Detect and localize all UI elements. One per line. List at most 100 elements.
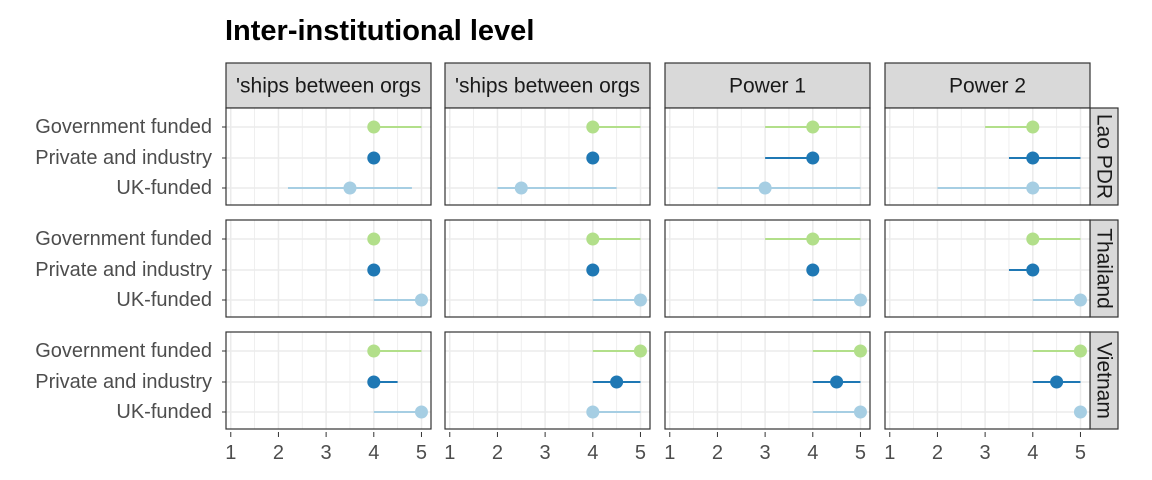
column-strip: Power 2 xyxy=(884,62,1091,109)
panel-border xyxy=(664,331,871,430)
x-tick-label: 2 xyxy=(712,442,723,464)
data-point xyxy=(367,232,381,246)
panel-border xyxy=(444,107,651,206)
category-label: UK-funded xyxy=(116,177,212,199)
x-tick-label: 3 xyxy=(321,442,332,464)
panel xyxy=(225,219,432,318)
category-label: Private and industry xyxy=(35,371,212,393)
data-point xyxy=(1073,405,1087,419)
data-point xyxy=(853,344,867,358)
data-point xyxy=(1073,344,1087,358)
x-tick-label: 2 xyxy=(273,442,284,464)
x-tick-label: 1 xyxy=(225,442,236,464)
data-point xyxy=(586,263,600,277)
column-strip: 'ships between orgs xyxy=(225,62,432,109)
data-point xyxy=(586,151,600,165)
category-label: Private and industry xyxy=(35,259,212,281)
data-point xyxy=(586,232,600,246)
row-strip-label: Vietnam xyxy=(1093,342,1116,419)
data-point xyxy=(1073,293,1087,307)
column-strip-bg xyxy=(664,62,871,109)
x-tick-label: 4 xyxy=(1027,442,1038,464)
panel xyxy=(444,331,651,430)
data-point xyxy=(367,344,381,358)
data-point xyxy=(806,232,820,246)
category-label: UK-funded xyxy=(116,401,212,423)
x-tick-label: 1 xyxy=(664,442,675,464)
column-strip-bg xyxy=(225,62,432,109)
chart-title: Inter-institutional level xyxy=(225,15,534,47)
panel-border xyxy=(225,331,432,430)
panel-background xyxy=(885,108,1090,205)
row-strip-label: Thailand xyxy=(1093,228,1116,309)
panel xyxy=(884,219,1091,318)
category-label: Government funded xyxy=(35,116,212,138)
x-tick-label: 2 xyxy=(932,442,943,464)
category-label: Private and industry xyxy=(35,147,212,169)
column-strip-label: 'ships between orgs xyxy=(236,75,421,98)
column-strip-bg xyxy=(444,62,651,109)
data-point xyxy=(586,120,600,134)
row-strip-label: Lao PDR xyxy=(1093,114,1116,199)
panel-border xyxy=(664,107,871,206)
x-tick-label: 5 xyxy=(635,442,646,464)
panel-background xyxy=(665,220,870,317)
data-point xyxy=(1026,181,1040,195)
panel-background xyxy=(445,108,650,205)
panel-background xyxy=(226,220,431,317)
row-strip-bg xyxy=(1089,107,1119,206)
panel xyxy=(884,107,1091,206)
x-tick-label: 4 xyxy=(368,442,379,464)
data-point xyxy=(367,375,381,389)
data-point xyxy=(1026,232,1040,246)
data-point xyxy=(1026,151,1040,165)
data-point xyxy=(806,151,820,165)
panel xyxy=(225,107,432,206)
column-strip-label: 'ships between orgs xyxy=(455,75,640,98)
x-tick-label: 1 xyxy=(444,442,455,464)
panel-border xyxy=(225,107,432,206)
panel-border xyxy=(444,219,651,318)
x-tick-label: 1 xyxy=(884,442,895,464)
panel-border xyxy=(664,219,871,318)
x-tick-label: 3 xyxy=(540,442,551,464)
panel-background xyxy=(885,220,1090,317)
row-strip: Lao PDR xyxy=(1089,107,1119,206)
panel-background xyxy=(226,332,431,429)
panel xyxy=(884,331,1091,430)
data-point xyxy=(367,263,381,277)
x-tick-label: 2 xyxy=(492,442,503,464)
data-point xyxy=(1050,375,1064,389)
panel-border xyxy=(884,107,1091,206)
panel xyxy=(664,331,871,430)
data-point xyxy=(367,120,381,134)
data-point xyxy=(414,405,428,419)
x-tick-label: 5 xyxy=(1075,442,1086,464)
row-strip: Vietnam xyxy=(1089,331,1119,430)
data-point xyxy=(414,293,428,307)
data-point xyxy=(610,375,624,389)
column-strip: 'ships between orgs xyxy=(444,62,651,109)
data-point xyxy=(514,181,528,195)
x-tick-label: 4 xyxy=(587,442,598,464)
data-point xyxy=(1026,263,1040,277)
panel-border xyxy=(884,331,1091,430)
panel-background xyxy=(226,108,431,205)
row-strip-bg xyxy=(1089,331,1119,430)
data-point xyxy=(586,405,600,419)
data-point xyxy=(367,151,381,165)
data-point xyxy=(853,405,867,419)
category-label: Government funded xyxy=(35,228,212,250)
column-strip: Power 1 xyxy=(664,62,871,109)
panel xyxy=(444,219,651,318)
data-point xyxy=(758,181,772,195)
panel xyxy=(664,107,871,206)
panel-border xyxy=(884,219,1091,318)
panel xyxy=(225,331,432,430)
column-strip-label: Power 1 xyxy=(729,75,806,98)
x-tick-label: 4 xyxy=(807,442,818,464)
data-point xyxy=(633,293,647,307)
panel-background xyxy=(445,220,650,317)
category-label: Government funded xyxy=(35,340,212,362)
